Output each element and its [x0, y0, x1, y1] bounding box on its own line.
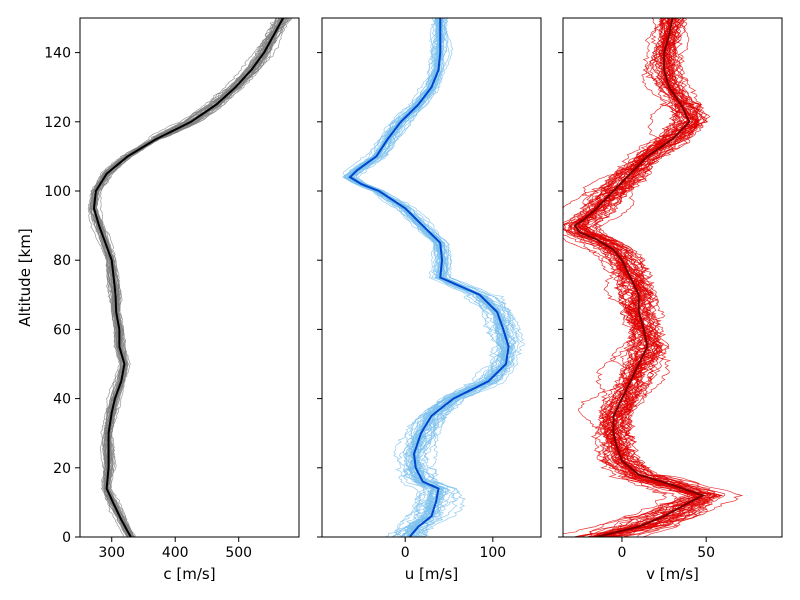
c-ensemble-line: [94, 18, 289, 537]
c-ensemble-line: [91, 18, 282, 537]
c-y-tick-label: 40: [53, 392, 71, 408]
c-ensemble-line: [100, 18, 285, 537]
v-ensemble-line: [563, 18, 689, 535]
u-ensemble-line: [351, 18, 517, 537]
c-ensemble-line: [95, 18, 288, 537]
v-ensemble-line: [563, 18, 689, 537]
c-ensemble-line: [94, 18, 282, 537]
c-ensemble-line: [88, 18, 293, 537]
c-x-axis-label: c [m/s]: [163, 565, 215, 583]
c-ensemble-line: [95, 18, 282, 537]
v-ensemble-line: [563, 18, 723, 537]
v-ensemble-line: [567, 18, 717, 537]
u-x-tick-label: 100: [479, 545, 506, 561]
c-ensemble-line: [92, 18, 282, 537]
c-x-tick-label: 500: [225, 545, 252, 561]
c-x-tick-label: 400: [162, 545, 189, 561]
c-axes-frame: [79, 17, 300, 538]
c-ensemble-line: [95, 18, 288, 537]
c-ensemble-line: [92, 18, 285, 537]
v-x-tick-label: 50: [697, 545, 715, 561]
panel-sound-speed: 300 400 500 0 20 40 60 80 100 120 140 c [m/s] Altitu…: [16, 17, 300, 583]
v-ensemble-line: [592, 18, 717, 537]
c-ensemble-line: [95, 18, 287, 537]
c-ensemble-line: [93, 18, 286, 537]
c-y-tick-label: 100: [44, 184, 71, 200]
c-ensemble-line: [93, 18, 292, 537]
c-ensemble-line: [94, 18, 282, 537]
c-ensemble-line: [94, 18, 288, 537]
c-ensemble-line: [93, 18, 282, 537]
c-ensemble-line: [91, 18, 279, 537]
c-y-tick-label: 140: [44, 46, 71, 62]
c-ensemble-line: [89, 18, 288, 537]
c-ensemble-line: [93, 18, 282, 537]
c-x-tick-label: 300: [98, 545, 125, 561]
c-ensemble-line: [92, 18, 284, 537]
c-ensemble-line: [94, 18, 285, 537]
c-ensemble-line: [93, 18, 285, 537]
c-ensemble-line: [93, 18, 284, 537]
c-ensemble-line: [93, 18, 285, 537]
v-x-axis-label: v [m/s]: [646, 565, 699, 583]
c-y-tick-label: 80: [53, 253, 71, 269]
v-ensemble-line: [594, 18, 715, 537]
c-ensemble-line: [96, 18, 292, 537]
c-y-tick-label: 0: [62, 530, 71, 546]
c-ensemble-line: [90, 18, 283, 537]
v-ensemble-line: [569, 18, 711, 537]
v-ensemble-line: [563, 18, 688, 537]
c-plot-area: [87, 18, 293, 537]
c-ensemble-line: [92, 18, 284, 537]
u-ensemble-line: [351, 18, 512, 537]
u-ensemble-line: [342, 18, 507, 537]
c-ensemble-line: [92, 18, 284, 537]
panel-zonal-wind: 0 100 u [m/s]: [317, 17, 542, 583]
v-x-tick-label: 0: [618, 545, 627, 561]
v-ensemble-line: [563, 18, 694, 537]
panel-meridional-wind: 0 50 v [m/s]: [558, 17, 783, 583]
v-ensemble-line: [576, 18, 700, 537]
v-axes-frame: [562, 17, 783, 538]
u-x-axis-label: u [m/s]: [405, 565, 458, 583]
v-ensemble-line: [581, 18, 712, 537]
c-y-tick-label: 120: [44, 115, 71, 131]
y-axis-label: Altitude [km]: [16, 228, 34, 326]
v-ensemble-line: [589, 18, 716, 537]
c-ensemble-line: [89, 18, 277, 537]
c-ensemble-line: [91, 18, 278, 537]
c-mean-line: [92, 18, 285, 537]
u-mean-line: [348, 18, 510, 537]
c-ensemble-line: [95, 18, 282, 537]
v-ensemble-line: [581, 18, 709, 537]
v-plot-area: [563, 18, 743, 537]
u-x-tick-label: 0: [401, 545, 410, 561]
u-plot-area: [342, 18, 525, 537]
c-ensemble-line: [93, 18, 288, 537]
v-ensemble-line: [581, 18, 722, 537]
c-y-tick-label: 60: [53, 322, 71, 338]
c-ensemble-line: [93, 18, 289, 537]
c-y-tick-label: 20: [53, 461, 71, 477]
u-ensemble-line: [353, 18, 516, 537]
u-ensemble-line: [344, 18, 505, 537]
v-ensemble-line: [573, 18, 699, 537]
v-mean-line: [573, 18, 706, 537]
u-axes-frame: [321, 17, 542, 538]
c-ensemble-line: [94, 18, 277, 537]
v-ensemble-line: [579, 18, 704, 537]
